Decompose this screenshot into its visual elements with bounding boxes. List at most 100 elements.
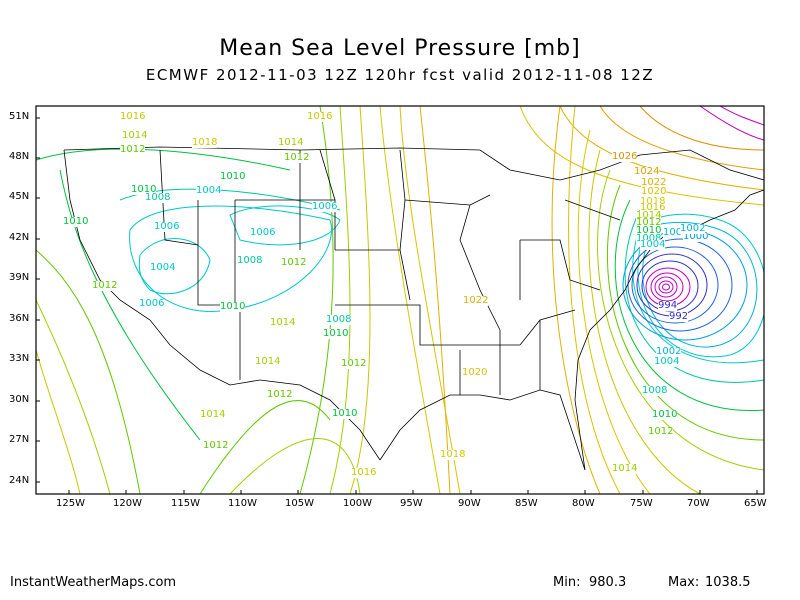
isobar-label: 1012 xyxy=(267,389,293,400)
lon-tick-label: 70W xyxy=(687,498,710,509)
isobar-label: 1012 xyxy=(648,426,674,437)
isobar-1020 xyxy=(568,106,621,494)
isobar-label: 1008 xyxy=(642,385,668,396)
site-credit: InstantWeatherMaps.com xyxy=(10,575,177,590)
isobar-1012 xyxy=(36,249,141,494)
max-label: Max: xyxy=(668,575,700,590)
lon-tick-label: 105W xyxy=(285,498,314,509)
lat-tick-label: 30N xyxy=(9,394,30,405)
isobar-1014 xyxy=(329,106,351,494)
isobar-label: 1010 xyxy=(636,225,662,236)
max-value: 1038.5 xyxy=(705,575,751,590)
isobar-1016 xyxy=(349,106,371,494)
isobar-label: 1014 xyxy=(200,409,226,420)
isobar-label: 1016 xyxy=(120,111,146,122)
isobar-label: 1012 xyxy=(203,440,229,451)
isobar-1020 xyxy=(519,106,764,206)
isobar-label: 1010 xyxy=(220,301,246,312)
latitude-ticks xyxy=(36,117,40,483)
isobar-1022 xyxy=(419,106,451,494)
isobar-label: 1010 xyxy=(131,184,157,195)
isobar-1016 xyxy=(36,349,81,494)
isobar-label: 1024 xyxy=(634,166,660,177)
lon-tick-label: 75W xyxy=(630,498,653,509)
isobar-label: 1008 xyxy=(237,255,263,266)
lon-tick-label: 115W xyxy=(171,498,200,509)
lon-tick-label: 110W xyxy=(228,498,257,509)
isobar-low xyxy=(662,283,670,291)
isobar-1010 xyxy=(36,148,291,171)
isobar-label: 1012 xyxy=(281,257,307,268)
isobar-1024 xyxy=(599,106,764,171)
longitude-ticks xyxy=(68,490,758,494)
isobar-label: 1006 xyxy=(139,298,165,309)
isobar-label: 1010 xyxy=(652,409,678,420)
isobar-1014 xyxy=(36,299,111,494)
isobar-label: 1008 xyxy=(326,314,352,325)
lat-tick-label: 24N xyxy=(9,475,30,486)
isobar-label: 1002 xyxy=(663,227,689,238)
isobar-label: 1012 xyxy=(636,217,662,228)
isobar-low xyxy=(654,276,678,298)
isobar-label: 1014 xyxy=(255,356,281,367)
isobar-label: 1016 xyxy=(351,467,377,478)
map-subtitle: ECMWF 2012-11-03 12Z 120hr fcst valid 20… xyxy=(145,66,655,84)
isobar-label: 1000 xyxy=(683,231,709,242)
lon-tick-label: 95W xyxy=(400,498,423,509)
isobar-label: 1008 xyxy=(636,233,662,244)
lon-tick-label: 120W xyxy=(113,498,142,509)
isobar-996 xyxy=(631,246,719,324)
lon-tick-label: 65W xyxy=(744,498,767,509)
lat-tick-label: 27N xyxy=(9,434,30,445)
lat-tick-label: 48N xyxy=(9,151,30,162)
isobar-label: 1010 xyxy=(332,408,358,419)
isobar-label: 1004 xyxy=(196,185,222,196)
isobar-label: 1020 xyxy=(462,367,488,378)
isobar-label: 1014 xyxy=(270,317,296,328)
lon-tick-label: 85W xyxy=(515,498,538,509)
isobar-1022 xyxy=(551,106,601,494)
isobar-label: 1014 xyxy=(612,463,638,474)
isobar-1008 xyxy=(624,209,764,383)
isobar-992 xyxy=(641,260,699,312)
lon-tick-label: 90W xyxy=(458,498,481,509)
lat-tick-label: 39N xyxy=(9,272,30,283)
isobar-label: 1014 xyxy=(278,137,304,148)
isobar-label: 1010 xyxy=(63,216,89,227)
boundaries-layer xyxy=(63,146,764,471)
isobar-label: 1018 xyxy=(192,137,218,148)
isobar-label: 1022 xyxy=(641,177,667,188)
isobar-1018 xyxy=(577,129,651,494)
isobar-1018 xyxy=(379,106,441,494)
isobar-1012 xyxy=(299,106,334,494)
isobar-label: 1012 xyxy=(120,144,146,155)
min-label: Min: xyxy=(553,575,581,590)
isobar-label: 1002 xyxy=(656,346,682,357)
isobar-low xyxy=(719,106,764,126)
isobar-label: 1018 xyxy=(440,449,466,460)
isobar-label: 1004 xyxy=(640,239,666,250)
isobar-label: 1012 xyxy=(92,280,118,291)
isobar-1006 xyxy=(229,205,341,246)
isobar-1012 xyxy=(606,184,764,441)
lat-tick-label: 51N xyxy=(9,111,30,122)
isobar-label: 1014 xyxy=(122,130,148,141)
isobar-low xyxy=(658,280,674,294)
isobar-1010 xyxy=(614,199,764,411)
isobar-label: 1014 xyxy=(636,210,662,221)
isobar-label: 1016 xyxy=(640,202,666,213)
isobar-label: 1008 xyxy=(145,192,171,203)
lat-tick-label: 36N xyxy=(9,313,30,324)
isobar-label: 1022 xyxy=(463,295,489,306)
isobar-label: 1006 xyxy=(250,227,276,238)
map-frame xyxy=(35,105,765,495)
lat-tick-label: 33N xyxy=(9,353,30,364)
isobar-1004 xyxy=(637,213,764,358)
isobar-1014 xyxy=(597,169,764,471)
lon-tick-label: 125W xyxy=(56,498,85,509)
isobar-1004 xyxy=(138,238,211,295)
isobar-label: 1006 xyxy=(154,221,180,232)
isobar-label: 1004 xyxy=(654,356,680,367)
isobar-1020 xyxy=(399,106,461,494)
